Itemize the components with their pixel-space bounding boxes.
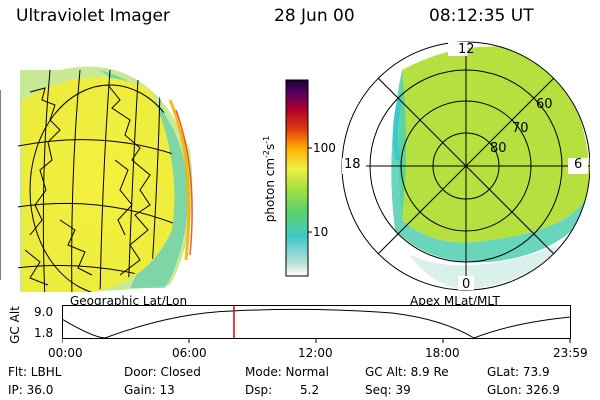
geographic-caption: Geographic Lat/Lon (70, 294, 188, 308)
mlt-label-18: 18 (344, 157, 361, 172)
polar-plot (341, 41, 590, 291)
dsp-value: 5.2 (300, 383, 320, 397)
colorbar (285, 79, 312, 277)
lat-label-60: 60 (536, 97, 553, 112)
timeline-xtick-0000: 00:00 (48, 346, 83, 360)
timeline-xtick-1800: 18:00 (425, 346, 460, 360)
colorbar-unit-label: photon cm-2s-1 (262, 135, 277, 223)
ip-info: IP: 36.0 (8, 383, 54, 397)
coastlines (24, 84, 151, 286)
polar-grid (341, 41, 590, 291)
timeline-xtick-2359: 23:59 (553, 346, 588, 360)
mlt-label-6: 6 (574, 157, 583, 172)
colorbar-tick-10: 10 (313, 225, 329, 239)
imager-title: Ultraviolet Imager (16, 6, 170, 26)
seq-info: Seq: 39 (365, 383, 411, 397)
colorbar-gradient (285, 79, 309, 277)
time-label: 08:12:35 UT (429, 6, 534, 26)
filter-info: Flt: LBHL (8, 365, 62, 379)
timeline-ytick-1.8: 1.8 (34, 326, 54, 340)
polar-emission (398, 46, 590, 243)
timeline-ylabel: GC Alt (8, 306, 22, 344)
timeline-xtick-0600: 06:00 (172, 346, 207, 360)
earth-disk (22, 77, 175, 292)
colorbar-tick-100: 100 (313, 141, 336, 155)
date-label: 28 Jun 00 (274, 6, 355, 26)
geographic-image (0, 66, 193, 292)
glon-info: GLon: 326.9 (487, 383, 560, 397)
apex-caption: Apex MLat/MLT (410, 294, 500, 308)
lat-label-70: 70 (512, 121, 529, 136)
door-info: Door: Closed (124, 365, 201, 379)
gc-alt-info: GC Alt: 8.9 Re (365, 365, 449, 379)
glat-info: GLat: 73.9 (487, 365, 550, 379)
altitude-curve (62, 308, 571, 339)
gain-info: Gain: 13 (124, 383, 175, 397)
altitude-timeline (62, 305, 571, 343)
mode-info: Mode: Normal (245, 365, 329, 379)
timeline-frame (62, 305, 571, 339)
dsp-label: Dsp: (245, 383, 273, 397)
mlt-label-0: 0 (462, 277, 471, 292)
lat-label-80: 80 (490, 141, 507, 156)
timeline-xtick-1200: 12:00 (298, 346, 333, 360)
timeline-ytick-9: 9.0 (34, 305, 54, 319)
mlt-label-12: 12 (458, 42, 475, 57)
